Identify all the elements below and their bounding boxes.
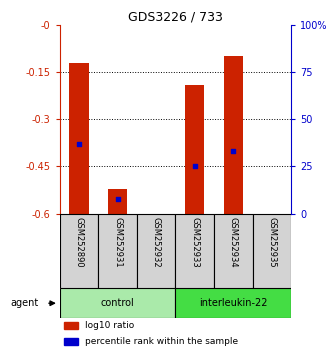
- Bar: [108, 189, 127, 214]
- Point: [76, 141, 81, 147]
- Text: GSM252931: GSM252931: [113, 217, 122, 267]
- Text: agent: agent: [10, 298, 38, 308]
- Bar: [224, 56, 243, 214]
- Text: GSM252932: GSM252932: [152, 217, 161, 267]
- Title: GDS3226 / 733: GDS3226 / 733: [128, 11, 223, 24]
- Bar: [137, 214, 175, 288]
- Text: GSM252935: GSM252935: [267, 217, 276, 267]
- Text: percentile rank within the sample: percentile rank within the sample: [85, 337, 238, 346]
- Bar: [146, 214, 166, 215]
- Text: GSM252890: GSM252890: [74, 217, 83, 267]
- Bar: [64, 322, 78, 329]
- Text: log10 ratio: log10 ratio: [85, 321, 134, 330]
- Bar: [185, 85, 204, 214]
- Bar: [214, 214, 253, 288]
- Bar: [98, 214, 137, 288]
- Point: [115, 196, 120, 201]
- Text: interleukin-22: interleukin-22: [199, 298, 267, 308]
- Bar: [64, 338, 78, 345]
- Text: GSM252934: GSM252934: [229, 217, 238, 267]
- Text: GSM252933: GSM252933: [190, 217, 199, 268]
- Bar: [69, 63, 88, 214]
- Bar: [60, 288, 175, 318]
- Bar: [175, 214, 214, 288]
- Bar: [60, 214, 98, 288]
- Text: control: control: [101, 298, 134, 308]
- Bar: [253, 214, 291, 288]
- Point: [231, 149, 236, 154]
- Point: [192, 164, 197, 169]
- Bar: [262, 214, 282, 215]
- Bar: [175, 288, 291, 318]
